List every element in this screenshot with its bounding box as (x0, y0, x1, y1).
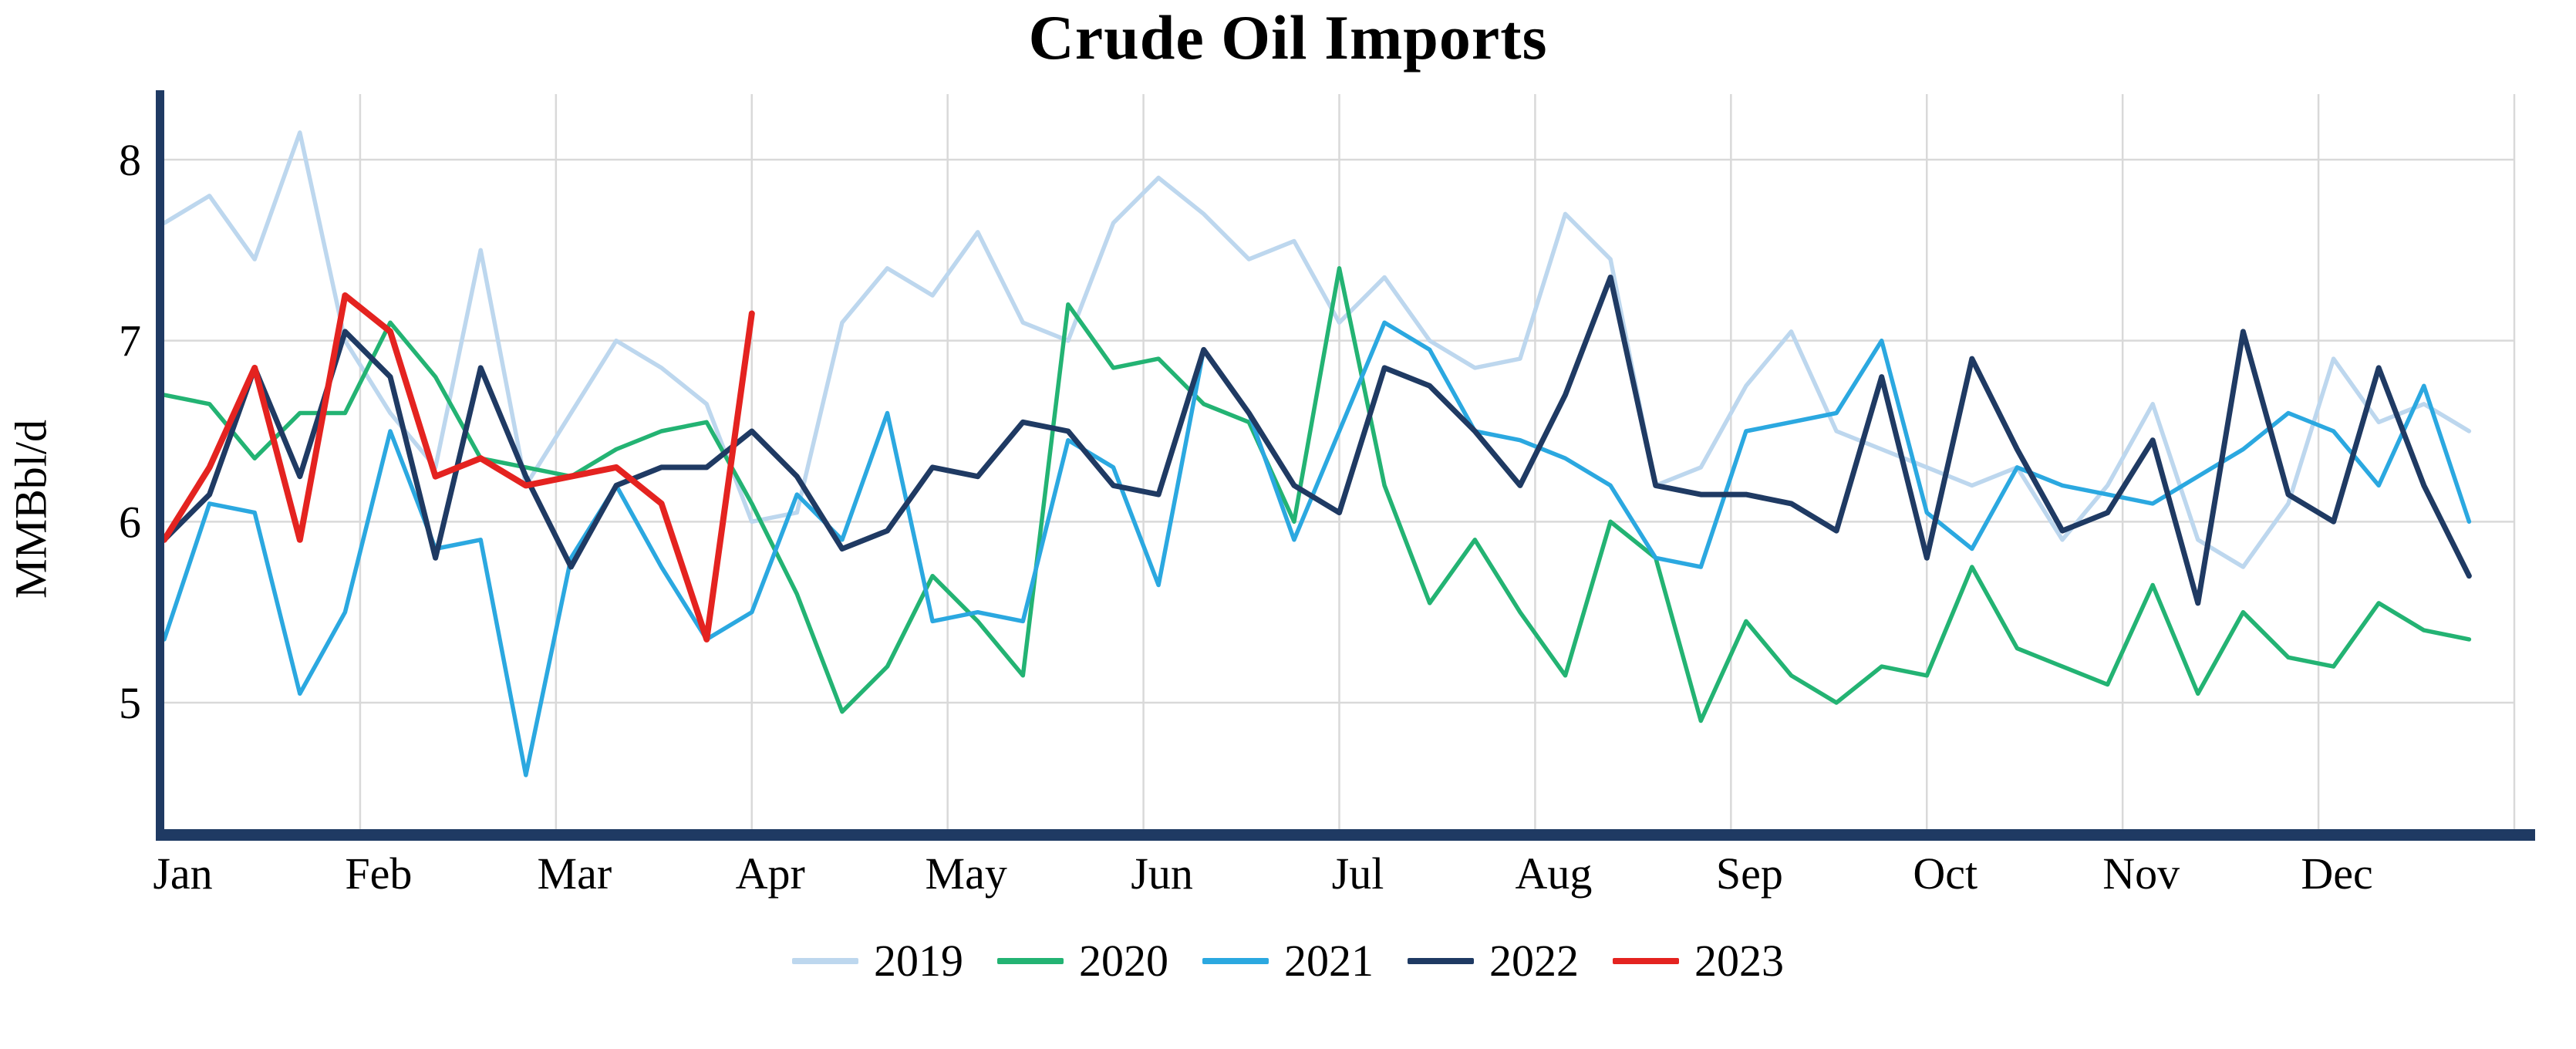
chart-title: Crude Oil Imports (1028, 2, 1548, 73)
x-tick-label-jan: Jan (153, 848, 212, 899)
x-tick-label-sep: Sep (1716, 848, 1783, 899)
legend-item-2020: 2020 (997, 935, 1168, 987)
series-line-2022 (161, 275, 2472, 606)
x-tick-label-jun: Jun (1131, 848, 1193, 899)
x-tick-label-nov: Nov (2102, 848, 2180, 899)
series-line-2019 (162, 130, 2472, 569)
series-line-2020 (162, 266, 2472, 724)
legend-label-2020: 2020 (1079, 936, 1168, 986)
legend-swatch-2023 (1613, 957, 1679, 964)
y-tick-label-6: 6 (119, 497, 141, 547)
x-tick-label-oct: Oct (1913, 848, 1978, 899)
legend-item-2019: 2019 (792, 935, 963, 987)
y-tick-labels: 5 6 7 8 (119, 135, 141, 728)
grid-lines (164, 94, 2516, 829)
y-tick-label-5: 5 (119, 678, 141, 728)
x-tick-label-may: May (926, 848, 1007, 899)
x-tick-label-aug: Aug (1515, 848, 1592, 899)
x-tick-labels: Jan Feb Mar Apr May Jun Jul Aug Sep Oct Nov Dec (153, 848, 2372, 899)
legend-label-2021: 2021 (1284, 936, 1374, 986)
legend-item-2023: 2023 (1613, 935, 1784, 987)
series-line-2021 (162, 320, 2472, 777)
legend-swatch-2022 (1408, 957, 1474, 964)
y-tick-label-8: 8 (119, 135, 141, 185)
legend-item-2021: 2021 (1202, 935, 1374, 987)
x-tick-label-mar: Mar (538, 848, 612, 899)
legend-label-2023: 2023 (1694, 936, 1784, 986)
chart-legend: 2019 2020 2021 2022 2023 (0, 935, 2576, 987)
legend-swatch-2019 (792, 957, 858, 964)
y-axis-line (156, 90, 164, 841)
x-axis-line (156, 829, 2535, 841)
x-tick-label-feb: Feb (345, 848, 412, 899)
x-tick-label-apr: Apr (736, 848, 805, 899)
legend-item-2022: 2022 (1408, 935, 1579, 987)
x-tick-label-jul: Jul (1332, 848, 1384, 899)
series-lines (161, 130, 2472, 777)
x-tick-label-dec: Dec (2301, 848, 2372, 899)
legend-swatch-2021 (1202, 957, 1269, 964)
legend-label-2022: 2022 (1489, 936, 1579, 986)
series-line-2023 (161, 292, 755, 643)
legend-label-2019: 2019 (874, 936, 963, 986)
legend-swatch-2020 (997, 957, 1064, 964)
y-tick-label-7: 7 (119, 316, 141, 366)
